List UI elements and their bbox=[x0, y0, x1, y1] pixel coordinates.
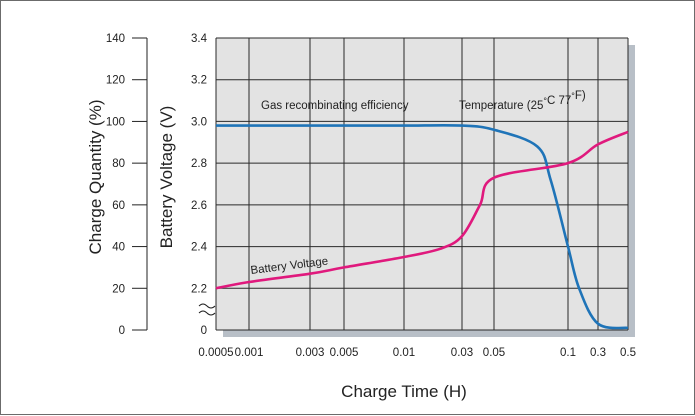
x-tick-label: 0.01 bbox=[393, 347, 415, 359]
y-right-tick-label: 2.2 bbox=[191, 283, 207, 295]
degree-superscript: ° bbox=[571, 91, 575, 101]
annotation-temperature: Temperature (25°C 77°F) bbox=[459, 90, 586, 112]
x-tick-label: 0.05 bbox=[483, 347, 505, 359]
plot-area bbox=[216, 38, 628, 330]
y-left-tick-label: 20 bbox=[112, 283, 125, 295]
x-tick-label: 0.005 bbox=[330, 347, 359, 359]
y-left-tick-label: 80 bbox=[112, 158, 125, 170]
grid bbox=[215, 37, 629, 331]
annotation-gas: Gas recombinating efficiency bbox=[261, 100, 409, 112]
series-line-battery-voltage bbox=[215, 130, 629, 290]
series-line-gas-recombinating-efficiency bbox=[216, 123, 629, 330]
x-tick-label: 0.1 bbox=[560, 347, 576, 359]
temperature-text-part: C 77 bbox=[547, 95, 571, 107]
temperature-text-part: Temperature (25 bbox=[459, 100, 543, 112]
y-left-tick-label: 120 bbox=[106, 75, 125, 87]
y-right-tick-label: 0 bbox=[201, 325, 207, 337]
x-tick-label: 0.03 bbox=[451, 347, 473, 359]
x-tick-label: 0.001 bbox=[235, 347, 264, 359]
y-left-tick-label: 60 bbox=[112, 200, 125, 212]
y-right-tick-label: 2.6 bbox=[191, 200, 207, 212]
y-left-tick-label: 0 bbox=[119, 325, 125, 337]
x-tick-label: 0.5 bbox=[620, 347, 636, 359]
y-axis-right-title: Battery Voltage (V) bbox=[157, 106, 176, 249]
degree-superscript: ° bbox=[543, 96, 547, 106]
x-tick-label: 0.0005 bbox=[198, 347, 233, 359]
y-left-tick-label: 40 bbox=[112, 242, 125, 254]
y-left-tick-label: 100 bbox=[106, 116, 125, 128]
temperature-text-part: F) bbox=[575, 90, 586, 102]
x-axis-title: Charge Time (H) bbox=[341, 382, 467, 401]
y-axis-left-title: Charge Quantity (%) bbox=[86, 100, 105, 255]
axis-break-icon bbox=[198, 303, 216, 316]
y-right-tick-label: 3.0 bbox=[191, 116, 207, 128]
ticks-group: 0.0005 0.001 0.003 0.005 0.01 0.03 0.05 0.1 0.3 0… bbox=[106, 33, 636, 359]
axis-break-stroke bbox=[198, 310, 216, 316]
y-right-tick-label: 2.8 bbox=[191, 158, 207, 170]
axis-break-stroke bbox=[198, 303, 216, 309]
x-tick-label: 0.003 bbox=[296, 347, 325, 359]
y-left-tick-label: 140 bbox=[106, 33, 125, 45]
x-tick-label: 0.3 bbox=[590, 347, 606, 359]
y-right-tick-label: 3.4 bbox=[191, 33, 208, 45]
y-right-tick-label: 3.2 bbox=[191, 75, 207, 87]
y-right-tick-label: 2.4 bbox=[191, 242, 208, 254]
